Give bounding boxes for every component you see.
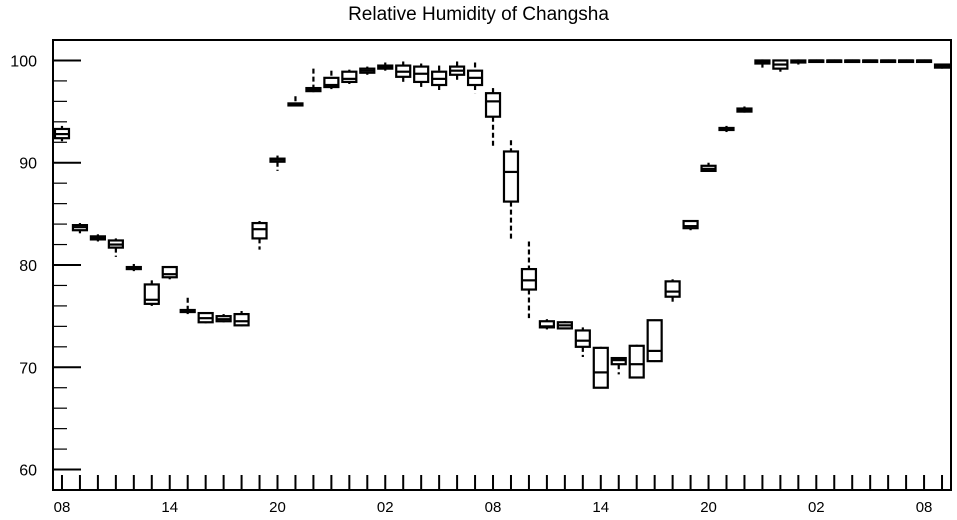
box-plot — [71, 223, 89, 234]
box-iqr — [233, 312, 250, 327]
y-tick-label: 80 — [19, 258, 37, 275]
y-tick-label: 90 — [19, 156, 37, 173]
box-plot — [754, 59, 771, 68]
box-plot — [125, 263, 142, 272]
box-iqr — [484, 92, 502, 118]
box-plot — [880, 59, 897, 64]
y-tick-label: 60 — [19, 463, 37, 480]
box-iqr — [502, 150, 520, 203]
box-plot — [323, 70, 340, 90]
box-plot — [700, 162, 717, 173]
box-plot — [520, 241, 538, 319]
box-plot — [53, 125, 71, 142]
box-plot — [772, 59, 789, 72]
box-plot — [610, 356, 627, 375]
chart-title: Relative Humidity of Changsha — [348, 4, 609, 25]
boxes-layer — [53, 59, 951, 389]
plot-frame — [52, 39, 952, 491]
x-tick-label: 02 — [808, 499, 825, 516]
box-plot — [790, 59, 807, 65]
box-plot — [502, 140, 520, 242]
box-plot — [359, 66, 376, 75]
box-plot — [269, 155, 286, 171]
x-tick-label: 14 — [161, 499, 178, 516]
box-plot — [395, 61, 412, 83]
x-tick-label: 08 — [54, 499, 71, 516]
box-iqr — [143, 283, 160, 305]
box-iqr — [341, 70, 358, 84]
box-plot — [628, 344, 645, 379]
axes-layer: 60 70 80 90 100 08 14 20 02 08 14 20 02 08 — [10, 39, 944, 516]
box-plot — [377, 62, 394, 71]
y-tick-label: 100 — [10, 53, 37, 70]
box-plot — [89, 234, 107, 242]
box-iqr — [682, 219, 699, 230]
box-plot — [179, 297, 196, 315]
box-plot — [682, 219, 699, 231]
x-tick-label: 08 — [485, 499, 502, 516]
box-plot — [897, 59, 915, 64]
box-plot — [197, 311, 214, 324]
box-plot — [161, 265, 178, 280]
box-plot — [844, 59, 861, 64]
box-plot — [143, 280, 160, 306]
box-plot — [305, 68, 322, 93]
box-iqr — [251, 221, 268, 240]
box-iqr — [161, 265, 178, 279]
box-plot — [107, 238, 124, 257]
box-plot — [574, 327, 591, 358]
box-iqr — [664, 280, 681, 298]
x-tick-label: 02 — [377, 499, 394, 516]
box-iqr — [323, 76, 340, 89]
box-plot — [251, 221, 268, 250]
box-iqr — [574, 329, 591, 348]
box-plot — [413, 63, 430, 89]
box-plot — [826, 59, 843, 64]
box-plot — [862, 59, 879, 64]
box-plot — [646, 319, 663, 363]
box-iqr — [628, 344, 645, 379]
box-plot — [718, 125, 735, 133]
box-plot — [341, 69, 358, 84]
box-iqr — [646, 319, 663, 363]
box-plot — [484, 88, 502, 149]
box-plot — [215, 314, 232, 323]
x-tick-label: 14 — [592, 499, 609, 516]
box-plot — [287, 96, 304, 107]
x-tick-label: 20 — [700, 499, 717, 516]
box-plot — [736, 106, 753, 113]
box-plot — [466, 62, 484, 94]
box-plot — [449, 61, 466, 81]
y-tick-label: 70 — [19, 360, 37, 377]
box-plot — [538, 319, 556, 330]
box-plot — [592, 346, 609, 389]
x-tick-label: 08 — [916, 499, 933, 516]
box-plot — [808, 59, 825, 64]
box-plot — [933, 63, 951, 69]
box-iqr — [592, 346, 609, 389]
box-plot — [233, 311, 250, 327]
box-plot — [664, 279, 681, 303]
box-plot — [915, 59, 933, 64]
x-tick-label: 20 — [269, 499, 286, 516]
box-plot — [556, 321, 573, 330]
box-plot — [431, 65, 448, 92]
